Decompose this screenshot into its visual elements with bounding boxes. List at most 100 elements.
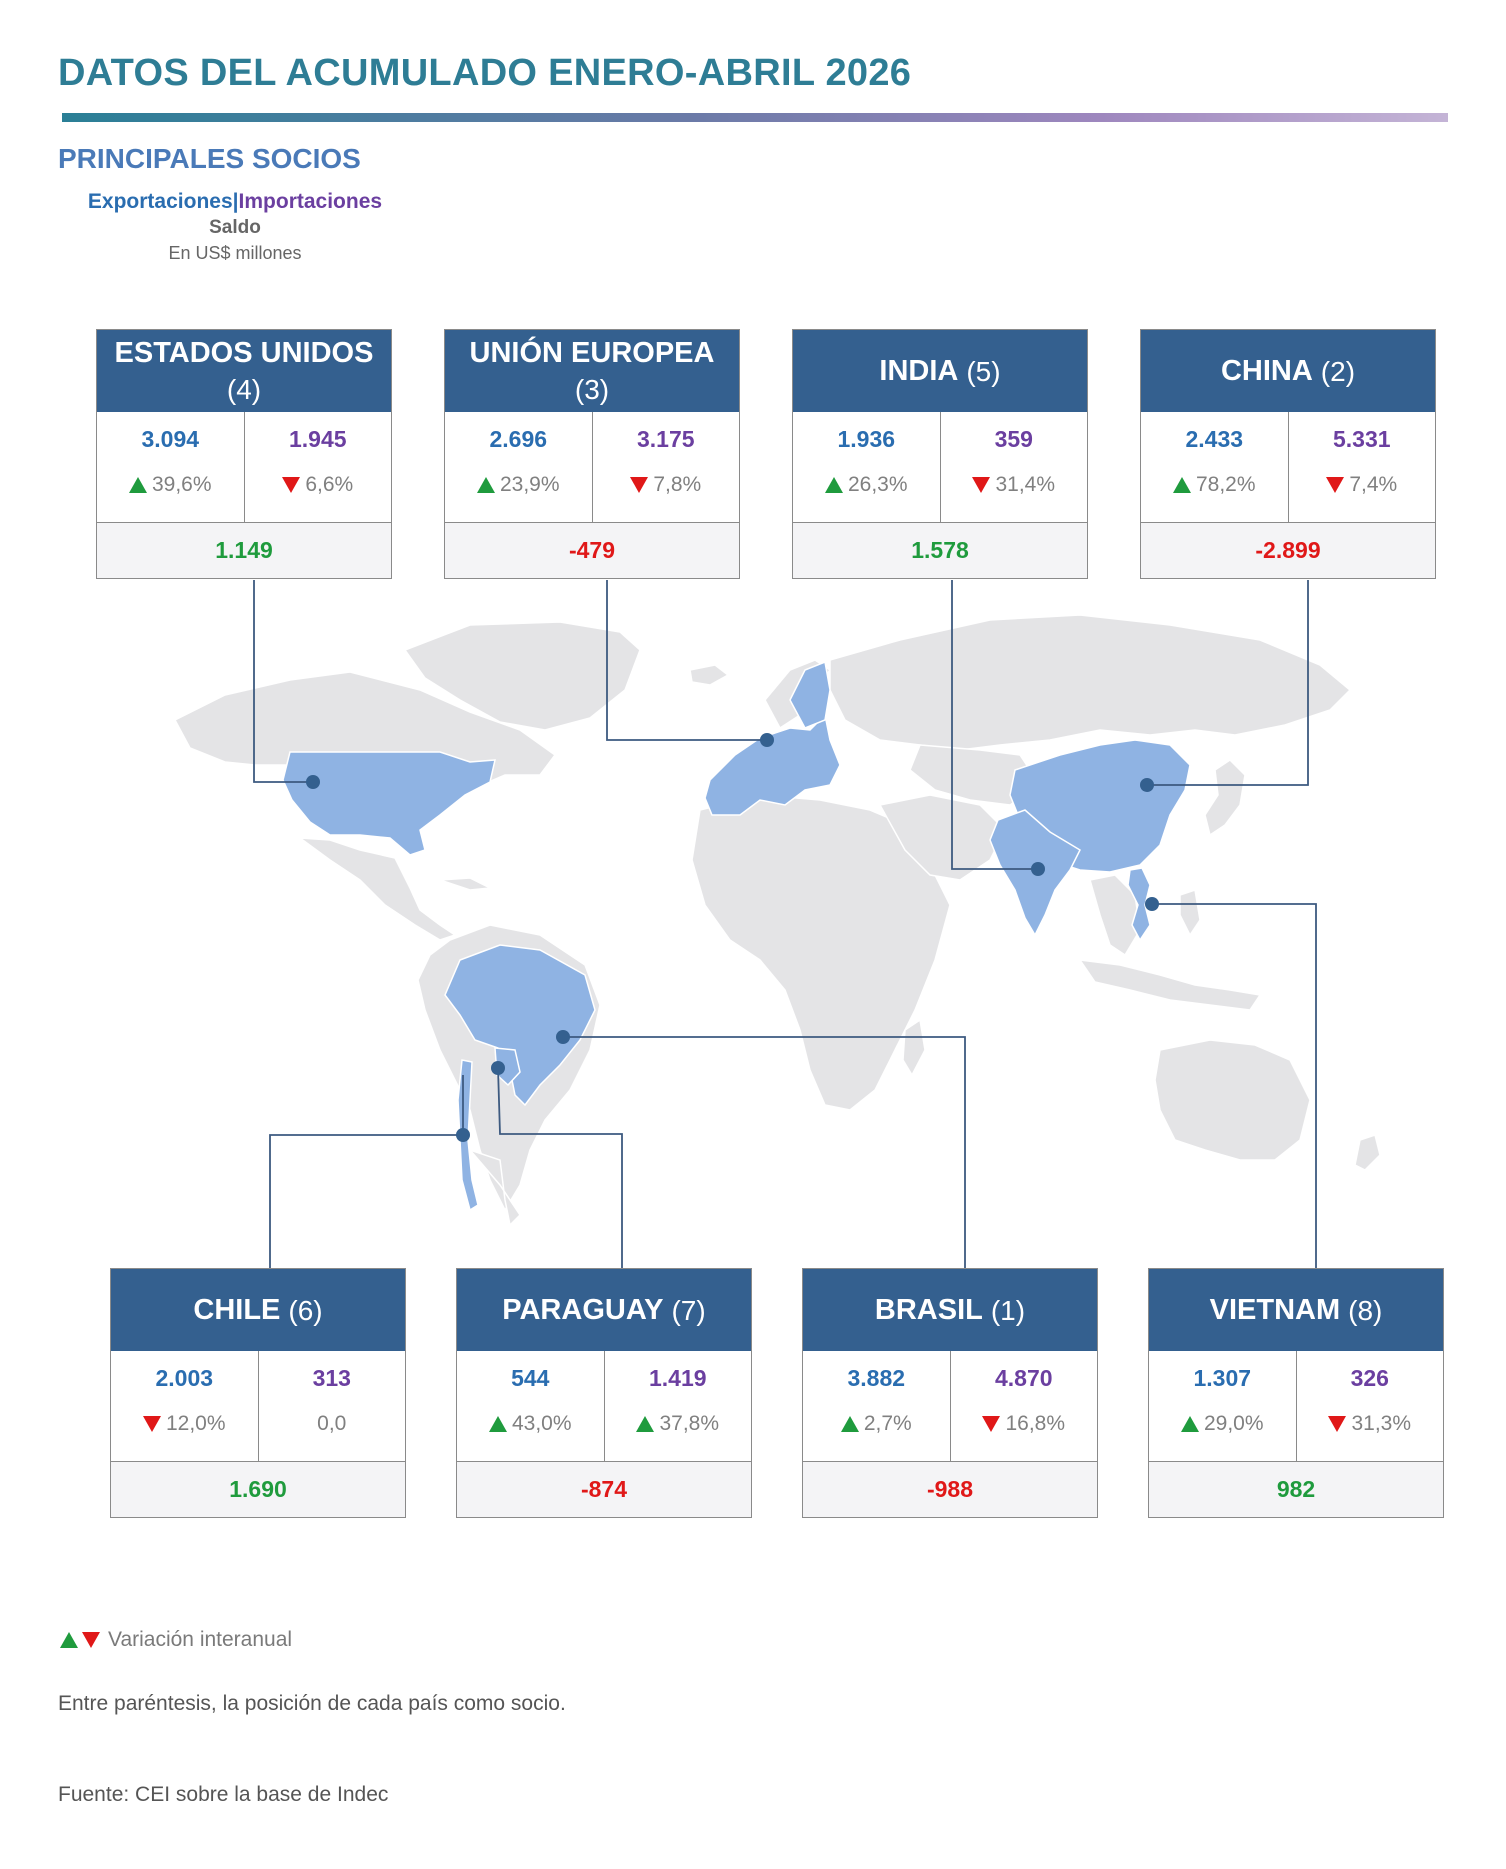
flow-legend: Exportaciones|Importaciones bbox=[60, 190, 410, 214]
map-southeast-asia bbox=[1089, 874, 1141, 957]
connector-usa bbox=[253, 580, 313, 783]
imports-variation: 7,4% bbox=[1349, 473, 1398, 496]
section-title: PRINCIPALES SOCIOS bbox=[58, 143, 361, 174]
dot-paraguay bbox=[491, 1061, 505, 1075]
imports-cell: 3.175 7,8% bbox=[591, 412, 740, 522]
map-africa bbox=[691, 794, 951, 1111]
balance-value: 1.149 bbox=[215, 537, 273, 563]
balance-value: 1.690 bbox=[229, 1476, 287, 1502]
exports-value: 1.307 bbox=[1193, 1365, 1252, 1391]
source-note: Fuente: CEI sobre la base de Indec bbox=[58, 1783, 389, 1806]
exports-variation: 29,0% bbox=[1203, 1412, 1264, 1435]
country-name: UNIÓN EUROPEA bbox=[469, 337, 715, 370]
down-arrow-icon bbox=[1328, 1416, 1347, 1432]
country-rank: (7) bbox=[671, 1294, 706, 1326]
units-legend: Exportaciones|Importaciones Saldo En US$… bbox=[60, 190, 410, 264]
dot-vietnam bbox=[1145, 897, 1159, 911]
map-sweden-finland bbox=[789, 660, 831, 729]
exports-value: 2.433 bbox=[1185, 426, 1244, 452]
dot-brasil bbox=[556, 1030, 570, 1044]
up-arrow-icon bbox=[824, 477, 843, 493]
imports-value: 3.175 bbox=[636, 426, 695, 452]
variation-legend: Variación interanual bbox=[60, 1628, 292, 1652]
card-header: CHILE (6) bbox=[111, 1269, 405, 1351]
map-united-states bbox=[282, 751, 496, 856]
down-arrow-icon bbox=[1326, 477, 1345, 493]
imports-variation: 0,0 bbox=[317, 1412, 347, 1435]
up-arrow-icon bbox=[60, 1632, 78, 1648]
up-arrow-icon bbox=[476, 477, 495, 493]
country-name: CHILE bbox=[193, 1293, 281, 1326]
map-patagonia bbox=[467, 1148, 521, 1227]
up-arrow-icon bbox=[840, 1416, 859, 1432]
map-european-union bbox=[704, 713, 841, 816]
map-mexico bbox=[297, 837, 457, 941]
down-arrow-icon bbox=[142, 1416, 161, 1432]
exports-value: 3.094 bbox=[141, 426, 200, 452]
map-indonesia bbox=[1078, 959, 1262, 1011]
up-arrow-icon bbox=[1172, 477, 1191, 493]
imports-cell: 326 31,3% bbox=[1295, 1351, 1444, 1461]
exports-variation: 26,3% bbox=[847, 473, 908, 496]
dot-usa bbox=[306, 775, 320, 789]
imports-value: 1.945 bbox=[288, 426, 347, 452]
up-arrow-icon bbox=[488, 1416, 507, 1432]
dot-eu bbox=[760, 733, 774, 747]
page-title: DATOS DEL ACUMULADO ENERO-ABRIL 2026 bbox=[58, 52, 912, 94]
imports-cell: 1.945 6,6% bbox=[243, 412, 392, 522]
connector-brasil bbox=[563, 1036, 966, 1268]
dot-chile bbox=[456, 1128, 470, 1142]
map-australia bbox=[1154, 1039, 1311, 1161]
card-header: ESTADOS UNIDOS (4) bbox=[97, 330, 391, 412]
imports-value: 1.419 bbox=[648, 1365, 707, 1391]
partner-card-brasil: BRASIL (1) 3.882 2,7% 4.870 16,8% -988 bbox=[802, 1268, 1098, 1518]
exports-legend-label: Exportaciones bbox=[87, 190, 233, 213]
imports-variation: 16,8% bbox=[1005, 1412, 1066, 1435]
connector-chile bbox=[269, 1075, 464, 1268]
country-name: PARAGUAY bbox=[502, 1293, 664, 1326]
partner-card-usa: ESTADOS UNIDOS (4) 3.094 39,6% 1.945 6,6… bbox=[96, 329, 392, 579]
connector-eu bbox=[606, 580, 767, 741]
country-rank: (1) bbox=[990, 1294, 1026, 1326]
balance-value: -2.899 bbox=[1255, 537, 1321, 563]
imports-variation: 31,3% bbox=[1351, 1412, 1412, 1435]
balance-value: 1.578 bbox=[911, 537, 969, 563]
exports-value: 2.696 bbox=[489, 426, 548, 452]
imports-cell: 4.870 16,8% bbox=[949, 1351, 1098, 1461]
exports-cell: 1.307 29,0% bbox=[1149, 1351, 1296, 1461]
legend-separator: | bbox=[232, 190, 239, 213]
map-madagascar bbox=[902, 1018, 926, 1077]
exports-value: 2.003 bbox=[155, 1365, 214, 1391]
title-divider bbox=[62, 113, 1448, 122]
exports-cell: 2.696 23,9% bbox=[445, 412, 592, 522]
country-name: BRASIL bbox=[874, 1293, 983, 1326]
balance-value: -874 bbox=[580, 1476, 628, 1502]
country-rank: (5) bbox=[966, 355, 1001, 387]
unit-label: En US$ millones bbox=[168, 243, 302, 263]
country-name: CHINA bbox=[1220, 354, 1313, 387]
country-rank: (3) bbox=[574, 373, 610, 405]
down-arrow-icon bbox=[972, 477, 991, 493]
exports-cell: 544 43,0% bbox=[457, 1351, 604, 1461]
dot-india bbox=[1031, 862, 1045, 876]
down-arrow-icon bbox=[282, 477, 301, 493]
partner-card-china: CHINA (2) 2.433 78,2% 5.331 7,4% -2.899 bbox=[1140, 329, 1436, 579]
partner-card-india: INDIA (5) 1.936 26,3% 359 31,4% 1.578 bbox=[792, 329, 1088, 579]
exports-value: 544 bbox=[511, 1365, 550, 1391]
balance-value: -479 bbox=[568, 537, 616, 563]
exports-cell: 3.882 2,7% bbox=[803, 1351, 950, 1461]
map-iceland bbox=[689, 664, 730, 686]
imports-cell: 359 31,4% bbox=[939, 412, 1088, 522]
exports-variation: 43,0% bbox=[511, 1412, 572, 1435]
up-arrow-icon bbox=[128, 477, 147, 493]
partner-card-eu: UNIÓN EUROPEA (3) 2.696 23,9% 3.175 7,8%… bbox=[444, 329, 740, 579]
connector-vietnam bbox=[1152, 903, 1317, 1268]
card-header: CHINA (2) bbox=[1141, 330, 1435, 412]
balance-value: -988 bbox=[926, 1476, 974, 1502]
imports-variation: 7,8% bbox=[653, 473, 702, 496]
imports-legend-label: Importaciones bbox=[238, 190, 383, 213]
down-arrow-icon bbox=[982, 1416, 1001, 1432]
variation-legend-label: Variación interanual bbox=[108, 1628, 293, 1651]
country-rank: (6) bbox=[288, 1294, 323, 1326]
